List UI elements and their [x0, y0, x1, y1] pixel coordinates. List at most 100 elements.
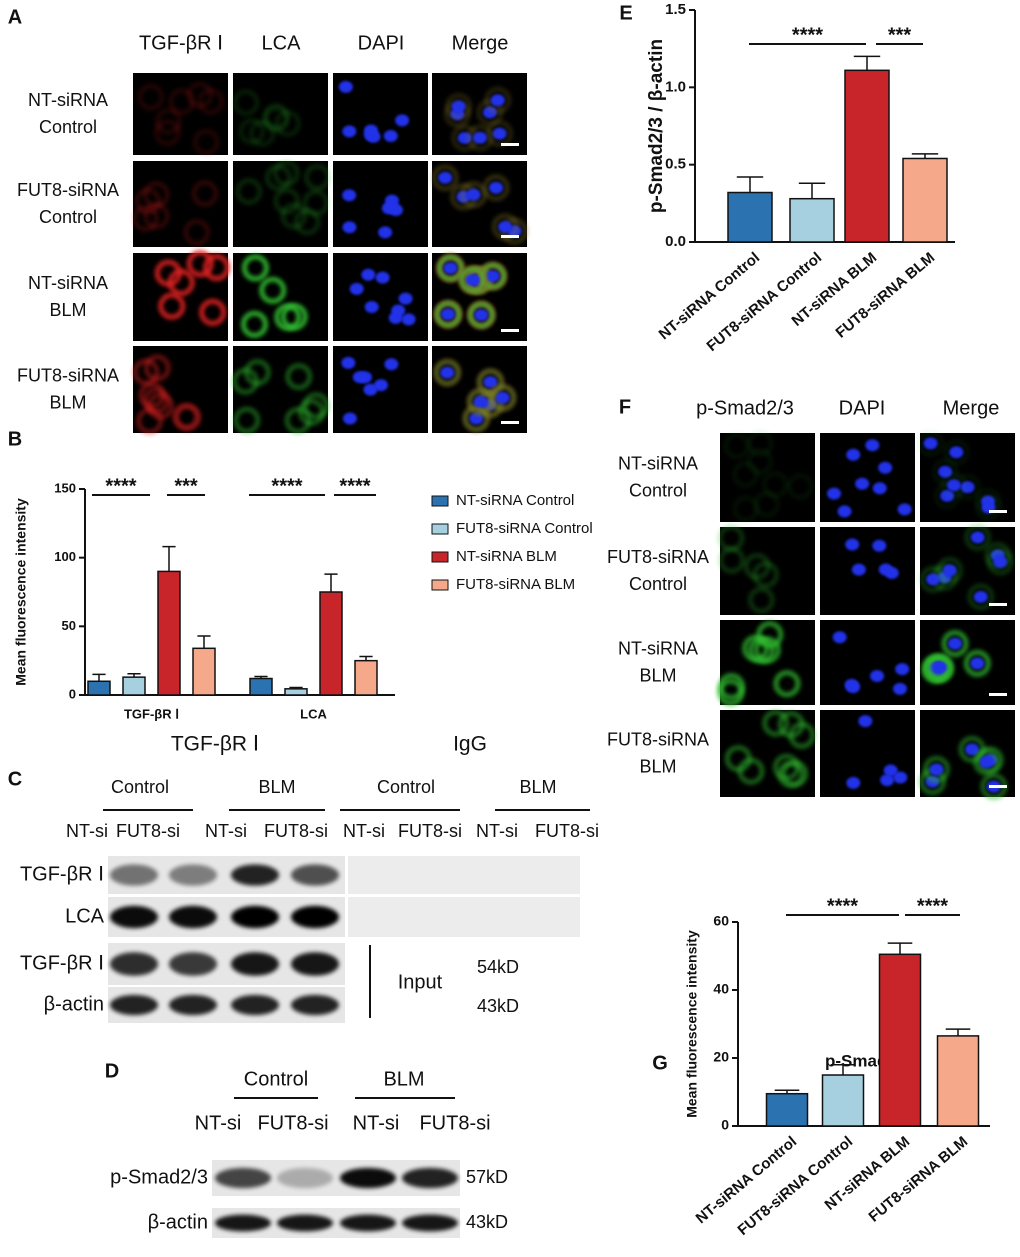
lane-label: FUT8-si	[398, 821, 462, 841]
nucleus	[851, 563, 866, 576]
column-header: LCA	[262, 32, 302, 54]
cells	[232, 89, 302, 147]
nucleus	[979, 756, 994, 769]
nucleus	[858, 715, 873, 728]
micrograph	[820, 527, 915, 615]
significance-label: ****	[827, 895, 858, 917]
column-header: TGF-βR Ⅰ	[139, 32, 223, 54]
nucleus	[383, 129, 398, 142]
cells	[717, 621, 801, 706]
cell-signal	[191, 180, 219, 208]
cell-signal	[762, 709, 790, 737]
blot	[348, 897, 580, 937]
cell-signal	[199, 298, 227, 326]
nucleus	[361, 268, 376, 281]
blot-header: IgG	[453, 733, 487, 756]
blot-band	[277, 1167, 333, 1189]
blot	[348, 856, 580, 894]
y-tick-label: 0.5	[665, 156, 686, 173]
row-label: NT-siRNA	[28, 90, 108, 110]
cell-signal	[240, 310, 268, 338]
blot-band	[277, 1214, 333, 1232]
cells	[724, 709, 816, 788]
cell-signal	[436, 254, 464, 282]
scale-bar	[989, 693, 1007, 696]
cells	[717, 524, 780, 614]
cells	[922, 630, 991, 684]
blot-band	[231, 952, 279, 976]
cell-signal	[132, 204, 160, 232]
nucleus	[832, 631, 847, 644]
cell-signal	[467, 301, 495, 329]
scale-bar	[501, 143, 519, 146]
blot-band	[340, 1214, 396, 1232]
y-tick-label: 60	[713, 913, 729, 929]
bar	[354, 659, 378, 696]
row-label: FUT8-siRNA	[17, 180, 119, 200]
cell-signal	[747, 586, 775, 614]
column-header: DAPI	[358, 32, 405, 54]
blot-band	[291, 952, 339, 976]
blot-band	[169, 905, 217, 929]
cell-signal	[964, 523, 992, 551]
blot-band	[231, 864, 279, 886]
column-header: DAPI	[839, 397, 886, 419]
error-bar	[324, 573, 338, 592]
nucleus	[846, 776, 861, 789]
cells	[443, 86, 514, 152]
blot-band	[402, 1167, 458, 1189]
error-bar	[945, 1028, 971, 1036]
error-bar	[830, 1064, 856, 1075]
bar	[844, 69, 890, 243]
panel-label: A	[8, 6, 22, 28]
nucleus	[929, 763, 944, 776]
nucleus	[970, 657, 985, 670]
nucleus	[465, 273, 480, 286]
nucleus	[391, 304, 406, 317]
blot-band	[169, 864, 217, 886]
scale-bar	[989, 603, 1007, 606]
nucleus	[883, 764, 898, 777]
y-tick-label: 20	[713, 1049, 729, 1065]
blot-band	[110, 994, 158, 1016]
nucleus	[993, 555, 1008, 568]
nucleus	[395, 114, 410, 127]
cell-signal	[138, 381, 166, 409]
cell-signal	[431, 164, 459, 192]
x-tick-label: TGF-βR Ⅰ	[124, 706, 179, 721]
bar	[765, 1092, 809, 1127]
nucleus	[342, 221, 357, 234]
error-bar	[197, 635, 211, 649]
cell-signal	[941, 630, 969, 658]
nucleus	[895, 663, 910, 676]
nucleus	[965, 743, 980, 756]
blot-band	[215, 1167, 271, 1189]
legend-label: FUT8-siRNA BLM	[456, 576, 575, 593]
cell-signal	[238, 117, 266, 145]
lane-label: FUT8-si	[419, 1112, 490, 1134]
y-tick-label: 0.0	[665, 233, 686, 250]
row-label: NT-siRNA	[28, 273, 108, 293]
nucleus	[342, 125, 357, 138]
row-label: BLM	[49, 300, 86, 320]
cells	[919, 523, 1014, 611]
blot-band	[110, 952, 158, 976]
cell-signal	[773, 670, 801, 698]
cells	[132, 354, 202, 435]
cells	[919, 735, 1008, 800]
nucleus	[970, 531, 985, 544]
error-bar	[736, 176, 764, 193]
error-bar	[162, 545, 176, 572]
row-label: FUT8-siRNA	[607, 547, 709, 567]
blot-band	[110, 905, 158, 929]
error-bar	[853, 55, 881, 71]
panel-label: E	[619, 2, 632, 24]
y-tick-label: 50	[62, 618, 76, 633]
scale-bar	[501, 235, 519, 238]
row-label: BLM	[639, 665, 676, 685]
cell-signal	[460, 181, 488, 209]
cell-signal	[942, 438, 970, 466]
blot-row-label: p-Smad2/3	[110, 1166, 208, 1188]
nucleus	[870, 669, 885, 682]
y-axis-label: Mean fluorescence intensity	[684, 930, 700, 1118]
